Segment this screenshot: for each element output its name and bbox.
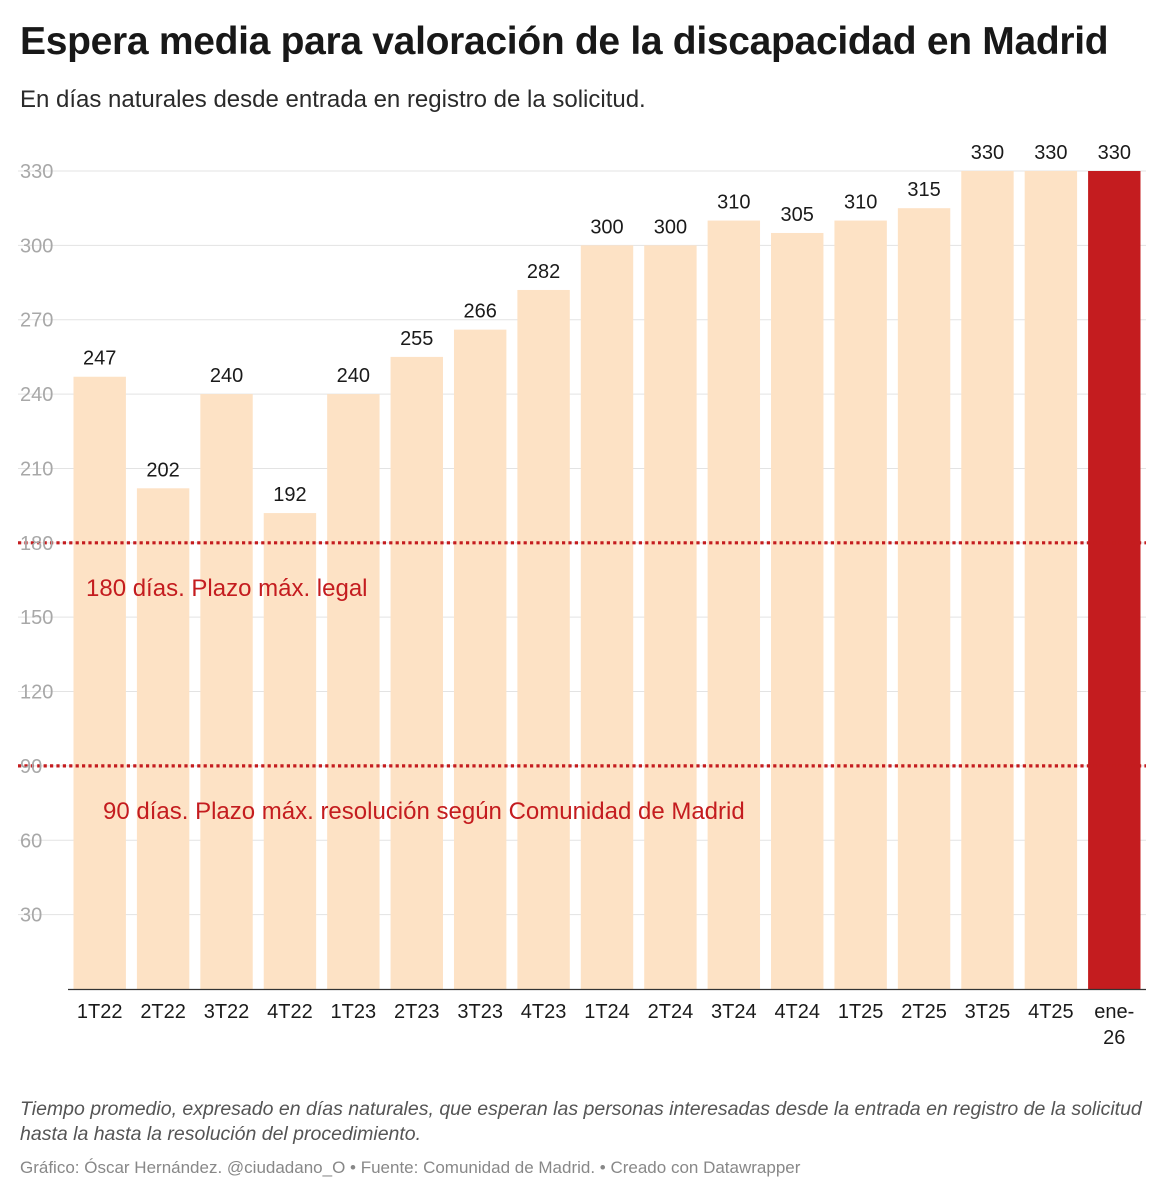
x-tick-label: ene-26 (1094, 1001, 1134, 1049)
y-tick-label: 60 (20, 830, 42, 852)
x-tick-label: 1T24 (584, 1001, 630, 1023)
x-tick-label: 2T24 (648, 1001, 694, 1023)
reference-label: 180 días. Plazo máx. legal (86, 575, 368, 602)
bar (961, 171, 1014, 989)
data-label: 192 (273, 484, 306, 506)
data-label: 310 (844, 192, 877, 214)
bar (136, 488, 190, 989)
y-tick-label: 30 (20, 905, 42, 927)
bar (263, 513, 317, 989)
x-tick-label: 3T24 (711, 1001, 757, 1023)
bar (1088, 171, 1141, 989)
x-axis-ticks: 1T22 2T22 3T22 4T22 1T23 2T23 3T23 4T23 1T24 2T24… (77, 1001, 1134, 1049)
y-tick-label: 180 (20, 533, 53, 555)
x-tick-label: 1T22 (77, 1001, 123, 1023)
chart-title: Espera media para valoración de la disca… (20, 20, 1109, 63)
x-tick-label: 1T23 (331, 1001, 377, 1023)
x-tick-label: 4T22 (267, 1001, 313, 1023)
y-tick-label: 150 (20, 607, 53, 629)
y-axis-ticks: 30 60 90 120 150 180 210 240 270 300 330 (20, 161, 53, 927)
data-label: 240 (337, 365, 370, 387)
bar (707, 220, 761, 990)
data-label: 247 (83, 348, 116, 370)
chart-subtitle: En días naturales desde entrada en regis… (20, 86, 646, 113)
bar (73, 376, 126, 989)
reference-lines: 180 días. Plazo máx. legal 90 días. Plazo… (18, 541, 1146, 825)
data-label: 300 (654, 216, 687, 238)
x-tick-label: 2T25 (901, 1001, 947, 1023)
y-tick-label: 120 (20, 682, 53, 704)
data-labels: 247 202 240 192 240 255 266 282 300 300 310 305 310 3… (83, 142, 1131, 506)
bar (897, 208, 951, 989)
x-tick-label: 2T22 (140, 1001, 186, 1023)
bar (834, 220, 887, 990)
x-tick-label: 4T23 (521, 1001, 567, 1023)
y-tick-label: 270 (20, 310, 53, 332)
data-label: 310 (717, 192, 750, 214)
chart-notes: Tiempo promedio, expresado en días natur… (20, 1098, 1142, 1145)
y-tick-label: 240 (20, 384, 53, 406)
data-label: 315 (907, 179, 940, 201)
data-label: 282 (527, 261, 560, 283)
bar (327, 394, 380, 989)
y-tick-label: 300 (20, 235, 53, 257)
x-tick-label: 1T25 (838, 1001, 884, 1023)
x-tick-label: 3T25 (965, 1001, 1011, 1023)
y-tick-label: 330 (20, 161, 53, 183)
data-label: 330 (971, 142, 1004, 164)
data-label: 202 (146, 459, 179, 481)
bar (390, 356, 443, 990)
bar (644, 245, 697, 989)
x-tick-label: 4T24 (774, 1001, 820, 1023)
data-label: 240 (210, 365, 243, 387)
data-label: 330 (1034, 142, 1067, 164)
x-tick-label: 2T23 (394, 1001, 440, 1023)
x-tick-label: 3T23 (457, 1001, 503, 1023)
data-label: 266 (463, 301, 496, 323)
bar (580, 245, 634, 989)
chart-credit: Gráfico: Óscar Hernández. @ciudadano_O •… (20, 1158, 801, 1177)
bar-chart: 180 días. Plazo máx. legal 90 días. Plazo… (18, 142, 1146, 1049)
bar (453, 329, 507, 989)
bar (517, 289, 570, 989)
data-label: 330 (1098, 142, 1131, 164)
data-label: 255 (400, 328, 433, 350)
bar (1024, 171, 1078, 989)
data-label: 300 (590, 216, 623, 238)
bar (200, 394, 253, 989)
reference-label: 90 días. Plazo máx. resolución según Com… (103, 798, 745, 825)
y-tick-label: 90 (20, 756, 42, 778)
x-tick-label: 3T22 (204, 1001, 250, 1023)
x-tick-label: 4T25 (1028, 1001, 1074, 1023)
bars (68, 171, 1146, 991)
bar (771, 232, 824, 989)
y-tick-label: 210 (20, 458, 53, 480)
data-label: 305 (781, 204, 814, 226)
